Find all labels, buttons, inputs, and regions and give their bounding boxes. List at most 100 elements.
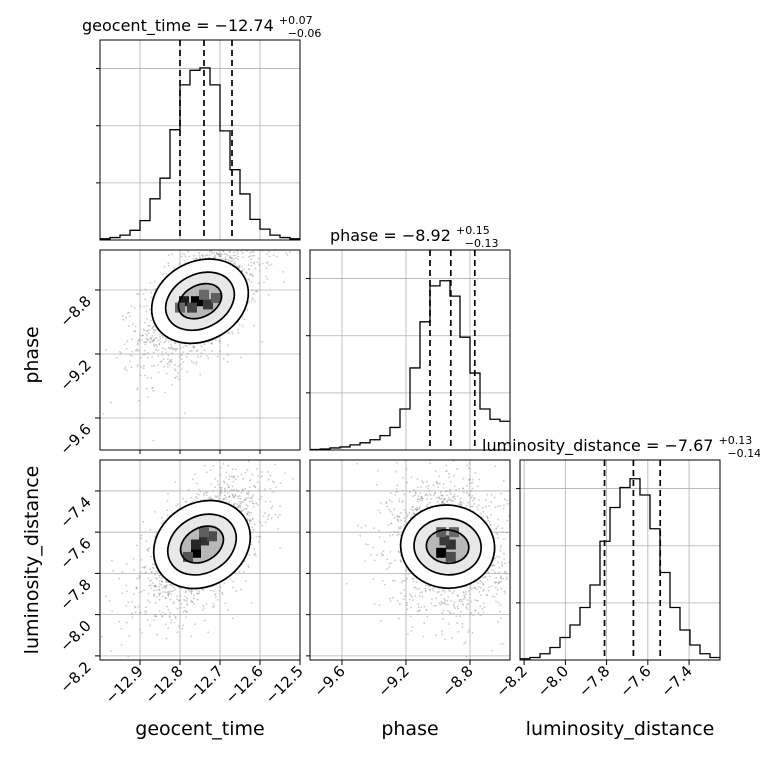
sample-point: [125, 563, 128, 566]
sample-point: [503, 590, 506, 593]
sample-point: [134, 611, 137, 614]
sample-point: [211, 252, 214, 255]
sample-point: [499, 550, 502, 552]
sample-point: [232, 496, 235, 499]
sample-point: [424, 589, 427, 592]
sample-point: [121, 592, 124, 595]
sample-point: [232, 580, 235, 583]
sample-point: [217, 253, 220, 256]
sample-point: [482, 589, 485, 592]
sample-point: [414, 508, 417, 511]
sample-point: [122, 318, 125, 321]
sample-point: [402, 499, 404, 502]
sample-point: [491, 564, 494, 567]
sample-point: [372, 578, 375, 580]
sample-point: [198, 488, 200, 491]
sample-point: [145, 540, 148, 543]
sample-point: [494, 465, 496, 468]
sample-point: [498, 567, 501, 569]
sample-point: [149, 584, 152, 587]
sample-point: [460, 598, 463, 601]
sample-point: [244, 235, 246, 237]
sample-point: [438, 602, 440, 604]
sample-point: [429, 452, 431, 454]
sample-point: [476, 485, 479, 487]
sample-point: [426, 506, 428, 508]
sample-point: [190, 360, 193, 363]
sample-point: [447, 623, 450, 625]
sample-point: [239, 506, 242, 509]
sample-point: [128, 315, 131, 318]
sample-point: [500, 643, 502, 645]
sample-point: [418, 609, 421, 611]
sample-point: [441, 501, 444, 504]
sample-point: [470, 496, 473, 499]
sample-point: [442, 455, 444, 457]
sample-point: [242, 222, 244, 224]
sample-point: [433, 605, 436, 607]
sample-point: [248, 519, 251, 522]
sample-point: [120, 627, 123, 630]
sample-point: [152, 567, 155, 570]
sample-point: [253, 484, 255, 487]
density-cell: [183, 551, 193, 562]
sample-point: [275, 255, 278, 258]
sample-point: [243, 499, 246, 502]
sample-point: [242, 232, 244, 234]
sample-point: [398, 516, 400, 518]
sample-point: [242, 571, 245, 573]
sample-point: [172, 348, 174, 351]
sample-point: [477, 508, 480, 511]
sample-point: [187, 488, 190, 491]
sample-point: [165, 587, 168, 589]
sample-point: [458, 599, 461, 601]
sample-point: [252, 518, 254, 520]
sample-point: [403, 520, 406, 522]
sample-point: [411, 626, 414, 628]
sample-point: [427, 487, 429, 490]
sample-point: [422, 481, 425, 484]
sample-point: [380, 552, 383, 555]
sample-point: [153, 339, 156, 341]
sample-point: [220, 255, 222, 258]
sample-point: [158, 589, 161, 591]
sample-point: [232, 258, 235, 261]
sample-point: [215, 252, 218, 255]
sample-point: [250, 512, 253, 514]
sample-point: [453, 485, 456, 488]
sample-point: [265, 262, 268, 265]
sample-point: [406, 577, 409, 580]
sample-point: [162, 336, 164, 338]
sample-point: [401, 489, 404, 492]
sample-point: [245, 271, 248, 274]
sample-point: [453, 474, 456, 477]
sample-point: [388, 499, 391, 502]
sample-point: [149, 319, 152, 322]
sample-point: [258, 243, 260, 245]
sample-point: [491, 649, 494, 652]
sample-point: [462, 487, 465, 490]
sample-point: [226, 254, 229, 257]
sample-point: [247, 255, 250, 258]
sample-point: [441, 612, 444, 615]
sample-point: [250, 543, 253, 546]
sample-point: [253, 237, 255, 239]
sample-point: [442, 494, 445, 497]
sample-point: [150, 296, 153, 299]
contour-line: [164, 271, 236, 332]
sample-point: [259, 535, 262, 538]
sample-point: [165, 585, 168, 587]
sample-point: [406, 514, 409, 516]
sample-point: [171, 584, 174, 587]
sample-point: [100, 635, 103, 638]
sample-point: [468, 629, 471, 632]
sample-point: [136, 293, 138, 295]
sample-point: [257, 248, 259, 250]
sample-point: [213, 593, 216, 596]
sample-point: [167, 608, 170, 611]
sample-point: [165, 637, 168, 640]
sample-point: [171, 253, 174, 256]
sample-point: [238, 505, 240, 508]
sample-point: [178, 599, 180, 602]
sample-point: [191, 500, 194, 503]
